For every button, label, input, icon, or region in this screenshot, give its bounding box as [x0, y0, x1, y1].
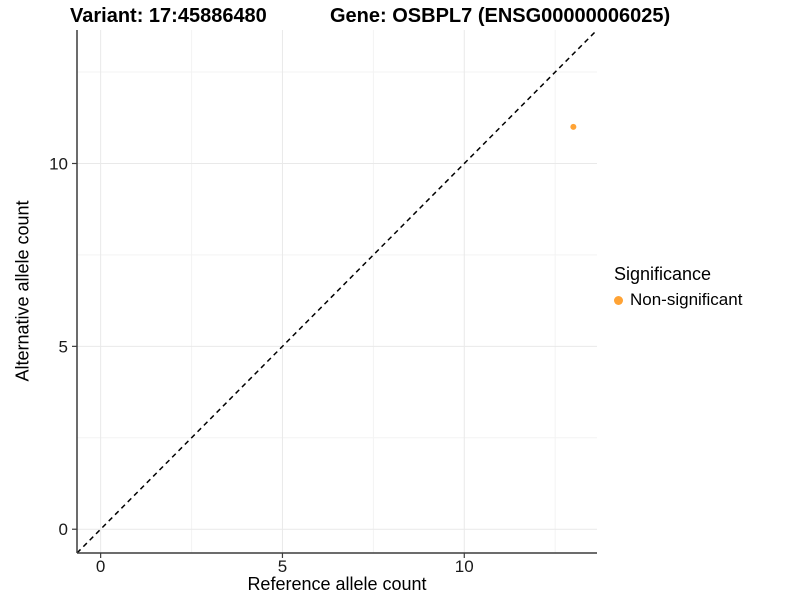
legend-item-label: Non-significant — [630, 290, 743, 309]
gene-title: Gene: OSBPL7 (ENSG00000006025) — [330, 5, 671, 27]
legend-title: Significance — [614, 264, 712, 284]
x-tick-label: 5 — [278, 557, 287, 576]
x-tick-label: 0 — [96, 557, 105, 576]
variant-title: Variant: 17:45886480 — [70, 5, 267, 27]
y-tick-label: 10 — [49, 154, 68, 173]
data-point — [570, 123, 577, 130]
identity-reference-line — [76, 29, 598, 554]
x-tick-label: 10 — [455, 557, 474, 576]
y-tick-label: 0 — [59, 520, 68, 539]
x-axis-title: Reference allele count — [247, 574, 427, 594]
y-tick-label: 5 — [59, 337, 68, 356]
legend-item: Non-significant — [614, 289, 742, 311]
y-axis-title: Alternative allele count — [12, 200, 33, 382]
legend: Significance Non-significant — [614, 263, 742, 311]
legend-point-icon — [614, 295, 623, 305]
